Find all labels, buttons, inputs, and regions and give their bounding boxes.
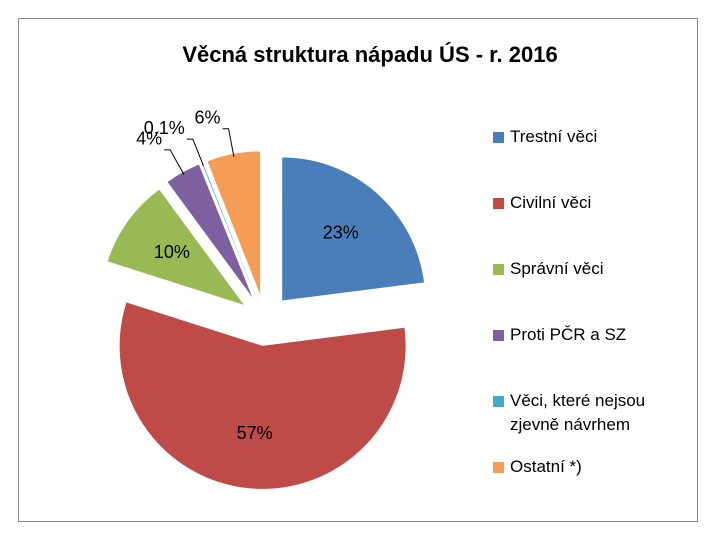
data-label: 23% xyxy=(323,223,359,243)
legend-label: Věci, které nejsou zjevně návrhem xyxy=(510,391,646,434)
pie-slice xyxy=(282,157,425,301)
legend-label: Trestní věci xyxy=(510,127,598,146)
data-label: 57% xyxy=(237,423,273,443)
legend-swatch xyxy=(493,132,504,143)
legend-swatch xyxy=(493,264,504,275)
legend-item: Civilní věci xyxy=(493,191,668,257)
pie-slice xyxy=(119,302,406,489)
legend-item: Ostatní *) xyxy=(493,455,668,521)
legend-item: Trestní věci xyxy=(493,125,668,191)
legend-label: Správní věci xyxy=(510,259,604,278)
pie-slice xyxy=(207,151,261,295)
legend-item: Proti PČR a SZ xyxy=(493,323,668,389)
legend-swatch xyxy=(493,198,504,209)
data-label: 10% xyxy=(154,242,190,262)
legend: Trestní věci Civilní věci Správní věci Prot… xyxy=(493,125,668,521)
leader-line xyxy=(222,128,235,157)
pie-slice xyxy=(201,162,256,296)
leader-line xyxy=(186,138,204,166)
data-label: 0,1% xyxy=(144,118,185,138)
data-label: 4% xyxy=(136,129,162,149)
legend-item: Věci, které nejsou zjevně návrhem xyxy=(493,389,668,455)
data-label: 6% xyxy=(195,107,221,127)
legend-item: Správní věci xyxy=(493,257,668,323)
pie-slice xyxy=(107,189,244,305)
legend-label: Civilní věci xyxy=(510,193,592,212)
leader-line xyxy=(164,149,185,176)
pie-slice xyxy=(167,164,253,298)
legend-swatch xyxy=(493,330,504,341)
chart-title: Věcná struktura nápadu ÚS - r. 2016 xyxy=(182,42,557,67)
legend-swatch xyxy=(493,462,504,473)
legend-label: Ostatní *) xyxy=(510,457,582,476)
legend-swatch xyxy=(493,396,504,407)
legend-label: Proti PČR a SZ xyxy=(510,325,627,344)
